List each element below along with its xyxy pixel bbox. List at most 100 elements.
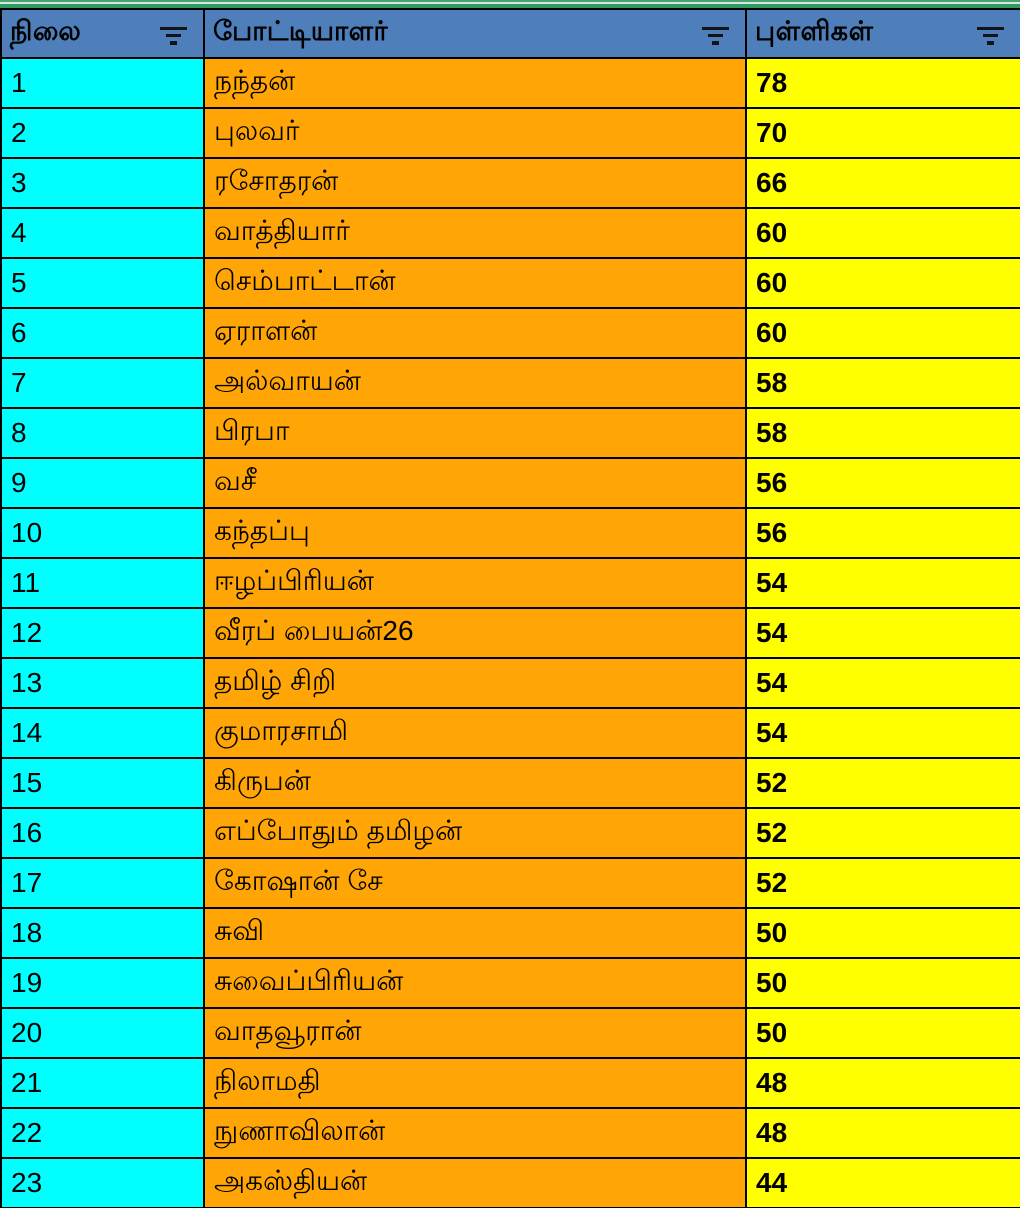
points-cell[interactable]: 50 bbox=[745, 1007, 1020, 1059]
table-row: 11 ஈழப்பிரியன் 54 bbox=[0, 557, 1020, 609]
points-cell[interactable]: 54 bbox=[745, 707, 1020, 759]
filter-icon[interactable] bbox=[977, 23, 1004, 45]
points-cell[interactable]: 70 bbox=[745, 107, 1020, 159]
contestant-cell[interactable]: ஈழப்பிரியன் bbox=[203, 557, 747, 609]
rank-cell[interactable]: 14 bbox=[0, 707, 205, 759]
table-row: 12 வீரப் பையன்26 54 bbox=[0, 607, 1020, 659]
rank-cell[interactable]: 12 bbox=[0, 607, 205, 659]
contestant-cell[interactable]: நுணாவிலான் bbox=[203, 1107, 747, 1159]
contestant-cell[interactable]: குமாரசாமி bbox=[203, 707, 747, 759]
points-cell[interactable]: 56 bbox=[745, 507, 1020, 559]
rank-value: 10 bbox=[11, 517, 43, 548]
contestant-cell[interactable]: கிருபன் bbox=[203, 757, 747, 809]
table-row: 5 செம்பாட்டான் 60 bbox=[0, 257, 1020, 309]
points-cell[interactable]: 52 bbox=[745, 807, 1020, 859]
points-cell[interactable]: 54 bbox=[745, 557, 1020, 609]
contestant-cell[interactable]: ரசோதரன் bbox=[203, 157, 747, 209]
rank-cell[interactable]: 2 bbox=[0, 107, 205, 159]
contestant-cell[interactable]: அகஸ்தியன் bbox=[203, 1157, 747, 1208]
points-value: 48 bbox=[756, 1117, 788, 1148]
rank-value: 11 bbox=[11, 567, 41, 598]
rank-cell[interactable]: 16 bbox=[0, 807, 205, 859]
points-cell[interactable]: 78 bbox=[745, 57, 1020, 109]
contestant-cell[interactable]: கோஷான் சே bbox=[203, 857, 747, 909]
points-value: 56 bbox=[756, 467, 788, 498]
rank-cell[interactable]: 13 bbox=[0, 657, 205, 709]
points-cell[interactable]: 54 bbox=[745, 607, 1020, 659]
rank-cell[interactable]: 8 bbox=[0, 407, 205, 459]
points-value: 70 bbox=[756, 117, 788, 148]
rank-value: 19 bbox=[11, 967, 43, 998]
points-cell[interactable]: 54 bbox=[745, 657, 1020, 709]
points-cell[interactable]: 50 bbox=[745, 907, 1020, 959]
contestant-cell[interactable]: வசீ bbox=[203, 457, 747, 509]
table-row: 15 கிருபன் 52 bbox=[0, 757, 1020, 809]
points-value: 78 bbox=[756, 67, 788, 98]
points-cell[interactable]: 50 bbox=[745, 957, 1020, 1009]
points-cell[interactable]: 60 bbox=[745, 257, 1020, 309]
rank-cell[interactable]: 4 bbox=[0, 207, 205, 259]
points-cell[interactable]: 48 bbox=[745, 1057, 1020, 1109]
rank-cell[interactable]: 20 bbox=[0, 1007, 205, 1059]
contestant-name: புலவர் bbox=[214, 115, 300, 146]
points-cell[interactable]: 52 bbox=[745, 757, 1020, 809]
contestant-cell[interactable]: அல்வாயன் bbox=[203, 357, 747, 409]
contestant-name: எப்போதும் தமிழன் bbox=[214, 815, 463, 846]
contestant-name: நுணாவிலான் bbox=[214, 1115, 386, 1146]
rank-cell[interactable]: 7 bbox=[0, 357, 205, 409]
rank-cell[interactable]: 21 bbox=[0, 1057, 205, 1109]
table-row: 3 ரசோதரன் 66 bbox=[0, 157, 1020, 209]
rank-cell[interactable]: 1 bbox=[0, 57, 205, 109]
rank-value: 12 bbox=[11, 617, 43, 648]
filter-icon[interactable] bbox=[702, 23, 729, 45]
rank-cell[interactable]: 9 bbox=[0, 457, 205, 509]
rank-cell[interactable]: 5 bbox=[0, 257, 205, 309]
rank-cell[interactable]: 10 bbox=[0, 507, 205, 559]
points-cell[interactable]: 60 bbox=[745, 207, 1020, 259]
rank-cell[interactable]: 23 bbox=[0, 1157, 205, 1208]
points-cell[interactable]: 44 bbox=[745, 1157, 1020, 1208]
points-cell[interactable]: 52 bbox=[745, 857, 1020, 909]
contestant-cell[interactable]: சுவி bbox=[203, 907, 747, 959]
points-cell[interactable]: 58 bbox=[745, 407, 1020, 459]
contestant-cell[interactable]: நிலாமதி bbox=[203, 1057, 747, 1109]
rank-cell[interactable]: 19 bbox=[0, 957, 205, 1009]
contestant-name: வசீ bbox=[214, 465, 257, 496]
contestant-cell[interactable]: தமிழ் சிறி bbox=[203, 657, 747, 709]
contestant-cell[interactable]: வாத்தியார் bbox=[203, 207, 747, 259]
header-rank-label: நிலை bbox=[10, 16, 82, 46]
points-cell[interactable]: 56 bbox=[745, 457, 1020, 509]
contestant-cell[interactable]: சுவைப்பிரியன் bbox=[203, 957, 747, 1009]
contestant-cell[interactable]: கந்தப்பு bbox=[203, 507, 747, 559]
points-value: 54 bbox=[756, 617, 788, 648]
rank-value: 18 bbox=[11, 917, 43, 948]
contestant-cell[interactable]: செம்பாட்டான் bbox=[203, 257, 747, 309]
contestant-cell[interactable]: புலவர் bbox=[203, 107, 747, 159]
rank-value: 7 bbox=[11, 367, 27, 398]
rank-value: 4 bbox=[11, 217, 27, 248]
contestant-cell[interactable]: நந்தன் bbox=[203, 57, 747, 109]
points-cell[interactable]: 58 bbox=[745, 357, 1020, 409]
rank-cell[interactable]: 3 bbox=[0, 157, 205, 209]
contestant-cell[interactable]: எப்போதும் தமிழன் bbox=[203, 807, 747, 859]
rank-cell[interactable]: 6 bbox=[0, 307, 205, 359]
points-cell[interactable]: 66 bbox=[745, 157, 1020, 209]
rank-value: 17 bbox=[11, 867, 43, 898]
rank-cell[interactable]: 18 bbox=[0, 907, 205, 959]
column-header-row: நிலை போட்டியாளர் புள்ளிகள் bbox=[0, 8, 1020, 59]
rank-value: 21 bbox=[11, 1067, 43, 1098]
points-cell[interactable]: 48 bbox=[745, 1107, 1020, 1159]
contestant-cell[interactable]: ஏராளன் bbox=[203, 307, 747, 359]
points-value: 60 bbox=[756, 217, 788, 248]
contestant-cell[interactable]: வாதவூரான் bbox=[203, 1007, 747, 1059]
contestant-name: குமாரசாமி bbox=[214, 715, 349, 746]
rank-cell[interactable]: 22 bbox=[0, 1107, 205, 1159]
rank-cell[interactable]: 15 bbox=[0, 757, 205, 809]
filter-icon[interactable] bbox=[160, 23, 187, 45]
points-cell[interactable]: 60 bbox=[745, 307, 1020, 359]
contestant-cell[interactable]: பிரபா bbox=[203, 407, 747, 459]
rank-cell[interactable]: 11 bbox=[0, 557, 205, 609]
rank-cell[interactable]: 17 bbox=[0, 857, 205, 909]
contestant-name: ரசோதரன் bbox=[214, 165, 339, 196]
contestant-cell[interactable]: வீரப் பையன்26 bbox=[203, 607, 747, 659]
